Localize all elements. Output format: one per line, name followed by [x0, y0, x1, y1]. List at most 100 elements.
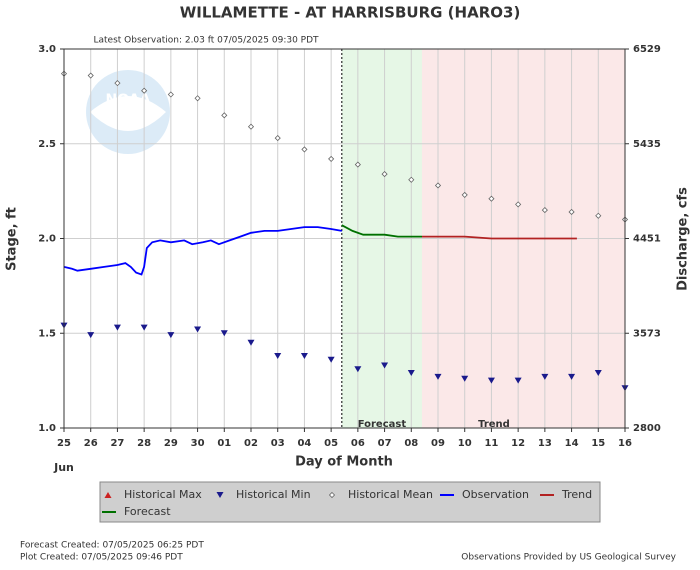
min-marker [354, 366, 362, 373]
legend-label: Forecast [124, 505, 171, 518]
min-marker [113, 324, 121, 331]
x-tick-label: 26 [84, 438, 98, 449]
subtitle: Latest Observation: 2.03 ft 07/05/2025 0… [93, 36, 319, 46]
mean-marker [167, 91, 174, 98]
mean-marker [568, 208, 575, 216]
mean-marker [301, 146, 308, 153]
footer-text: Observations Provided by US Geological S… [461, 553, 676, 563]
x-tick-label: 30 [191, 438, 205, 449]
x-tick-label: 16 [618, 438, 632, 449]
mean-marker [488, 195, 495, 202]
min-marker [568, 373, 576, 380]
footer-text: Plot Created: 07/05/2025 09:46 PDT [20, 553, 183, 563]
min-marker [87, 332, 95, 339]
min-marker [167, 332, 175, 339]
x-tick-label: 11 [484, 438, 498, 449]
x-tick-label: 01 [217, 438, 231, 449]
mean-marker [328, 155, 335, 162]
x-tick-label: 05 [324, 438, 338, 449]
logo-text: NOAA [106, 92, 151, 108]
mean-marker [221, 112, 228, 119]
min-marker [541, 373, 549, 380]
x-tick-label: 09 [431, 438, 445, 449]
mean-marker [434, 182, 442, 189]
mean-marker [381, 171, 388, 178]
min-marker [487, 377, 495, 384]
plot-frame [63, 48, 626, 429]
x-tick-label: 02 [244, 438, 258, 449]
x-tick-label: 15 [591, 438, 605, 449]
y2-tick-label: 6529 [633, 44, 661, 55]
y2-tick-label: 3573 [633, 328, 661, 339]
max-marker [104, 492, 112, 498]
mean-marker [354, 161, 361, 168]
y-axis-label: Stage, ft [5, 207, 20, 271]
min-marker [594, 370, 602, 377]
x-tick-label: 07 [378, 438, 392, 449]
x-axis-label: Day of Month [295, 455, 393, 470]
mean-marker [541, 207, 548, 214]
mean-marker [141, 87, 148, 94]
min-marker [194, 326, 202, 333]
legend-label: Historical Mean [348, 488, 433, 501]
x-tick-label: 13 [538, 438, 552, 449]
legend-label: Observation [462, 488, 529, 501]
y2-axis-label: Discharge, cfs [676, 187, 691, 291]
x-tick-label: 06 [351, 438, 365, 449]
min-marker [216, 492, 224, 498]
x-tick-label: 14 [565, 438, 579, 449]
min-marker [327, 356, 335, 363]
min-marker [381, 362, 389, 369]
logo: NOAA [86, 70, 170, 154]
x-tick-label: 04 [297, 438, 311, 449]
y-tick-label: 1.0 [38, 423, 56, 434]
legend [99, 481, 601, 523]
x-tick-label: 25 [57, 438, 71, 449]
min-marker [434, 373, 442, 380]
y-tick-label: 1.5 [38, 328, 56, 339]
x-tick-label: 03 [271, 438, 285, 449]
min-marker [274, 352, 282, 359]
x-tick-label: 27 [110, 438, 124, 449]
x-tick-label: 10 [458, 438, 472, 449]
y2-tick-label: 5435 [633, 139, 661, 150]
y2-tick-label: 2800 [633, 423, 661, 434]
y-tick-label: 2.5 [38, 139, 56, 150]
mean-marker [595, 212, 602, 219]
min-marker [140, 324, 148, 331]
min-marker [514, 377, 522, 384]
legend-label: Historical Max [124, 488, 202, 501]
x-tick-label: 28 [137, 438, 151, 449]
mean-marker [114, 80, 121, 87]
chart-title: WILLAMETTE - AT HARRISBURG (HARO3) [180, 4, 521, 22]
mean-marker [328, 491, 336, 499]
x-tick-label: 12 [511, 438, 525, 449]
region-label: Trend [478, 419, 510, 430]
series-line [422, 235, 577, 240]
footer-text: Forecast Created: 07/05/2025 06:25 PDT [20, 541, 204, 551]
min-marker [300, 352, 308, 359]
series-line [63, 226, 342, 276]
y-tick-label: 3.0 [38, 44, 56, 55]
y2-tick-label: 4451 [633, 234, 661, 245]
min-marker [220, 330, 228, 337]
legend-label: Historical Min [236, 488, 311, 501]
x-tick-label: 08 [404, 438, 418, 449]
min-marker [461, 375, 469, 382]
x-tick-label: 29 [164, 438, 178, 449]
min-marker [407, 370, 415, 377]
legend-label: Trend [561, 488, 592, 501]
mean-marker [461, 191, 468, 198]
y-tick-label: 2.0 [38, 234, 56, 245]
mean-marker [515, 201, 522, 208]
region-label: Forecast [358, 419, 407, 430]
mean-marker [408, 176, 415, 183]
min-marker [247, 339, 255, 346]
mean-marker [274, 134, 281, 142]
mean-marker [87, 72, 94, 79]
mean-marker [247, 123, 255, 130]
mean-marker [194, 95, 201, 102]
month-label: Jun [53, 461, 74, 474]
